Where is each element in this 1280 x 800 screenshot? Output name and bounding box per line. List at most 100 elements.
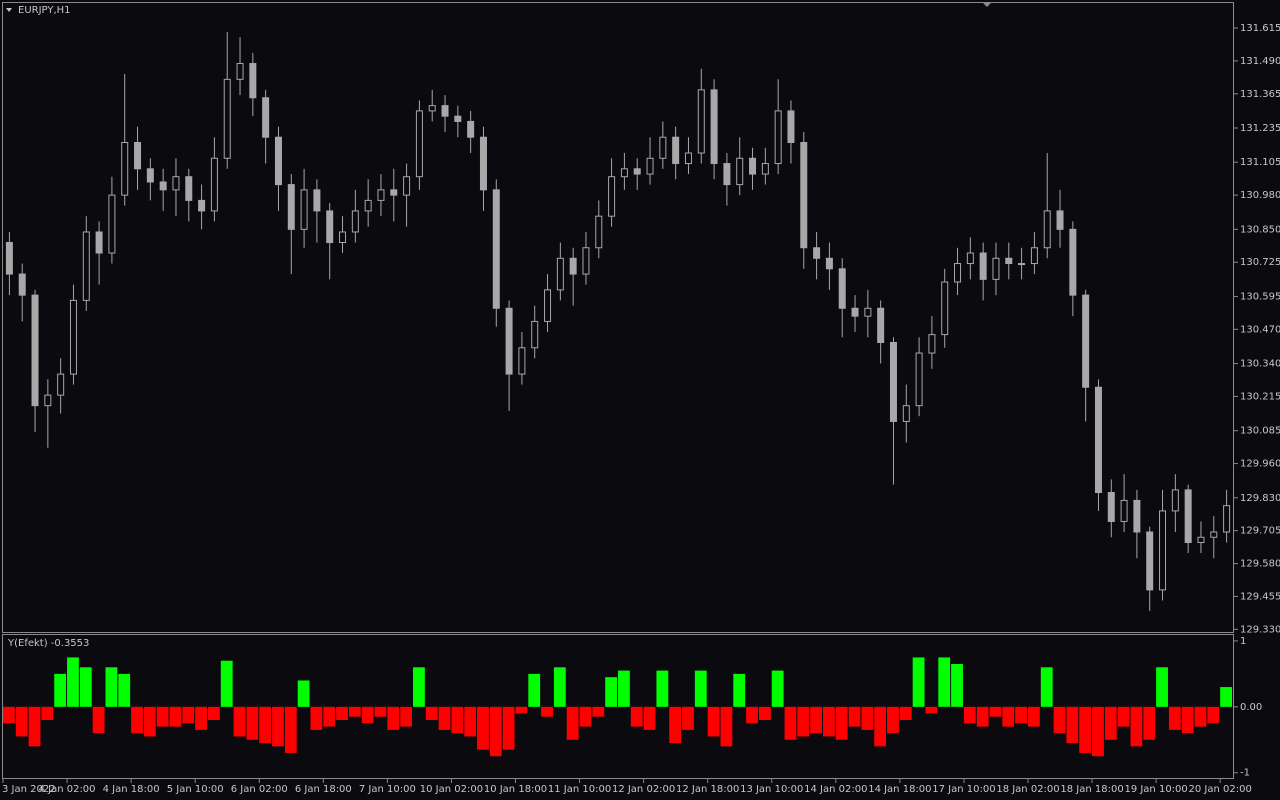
- histogram-bar: [925, 706, 938, 714]
- histogram-bar: [938, 657, 951, 707]
- histogram-bar: [528, 673, 541, 707]
- candle-body: [877, 307, 885, 344]
- histogram-bar: [297, 680, 310, 707]
- y-tick-label: 130.340: [1240, 359, 1280, 370]
- candle-body: [684, 152, 692, 165]
- candle-body: [57, 373, 65, 396]
- candle-body: [287, 184, 295, 230]
- candle-body: [813, 247, 821, 259]
- candle-body: [1184, 489, 1192, 544]
- histogram-bar: [1079, 706, 1092, 753]
- indicator-panel: [2, 634, 1234, 779]
- histogram-bar: [887, 706, 899, 734]
- histogram-bar: [515, 706, 528, 714]
- candle-body: [659, 136, 667, 159]
- candle-body: [723, 163, 731, 186]
- candle-body: [82, 231, 90, 301]
- y-tick-label: 129.580: [1240, 559, 1280, 570]
- histogram-bar: [413, 667, 425, 707]
- candle-body: [992, 257, 1000, 280]
- candle-body: [518, 347, 526, 375]
- histogram-bar: [605, 677, 617, 707]
- histogram-bar: [848, 706, 861, 727]
- histogram-bar: [643, 706, 656, 730]
- y-tick-label: 131.615: [1240, 23, 1280, 34]
- histogram-bar: [131, 706, 143, 734]
- candle-body: [415, 110, 423, 178]
- candle-body: [672, 136, 680, 165]
- candle-body: [351, 210, 359, 233]
- histogram-bar: [143, 706, 156, 737]
- x-tick-label: 11 Jan 10:00: [548, 784, 611, 795]
- x-tick-label: 13 Jan 10:00: [740, 784, 803, 795]
- candle-body: [582, 247, 590, 275]
- histogram-bar: [707, 706, 720, 737]
- histogram-bar: [182, 706, 195, 724]
- y-tick-label: 130.850: [1240, 224, 1280, 235]
- histogram-bar: [92, 706, 105, 734]
- candle-body: [5, 241, 13, 275]
- candle-body: [108, 194, 116, 254]
- candle-body: [492, 189, 500, 309]
- histogram-bar: [810, 706, 822, 734]
- histogram-bar: [169, 706, 182, 727]
- histogram-bar: [272, 706, 284, 747]
- histogram-bar: [195, 706, 207, 730]
- x-tick-label: 6 Jan 02:00: [231, 784, 288, 795]
- x-tick-label: 4 Jan 02:00: [39, 784, 96, 795]
- histogram-bar: [259, 706, 272, 744]
- histogram-bar: [1220, 687, 1232, 707]
- candle-body: [1120, 499, 1128, 522]
- histogram-bar: [310, 706, 323, 730]
- candle-body: [313, 189, 321, 212]
- candle-body: [749, 157, 757, 175]
- histogram-bar: [3, 706, 15, 724]
- histogram-bar: [656, 670, 669, 707]
- histogram-bar: [15, 706, 28, 737]
- histogram-bar: [541, 706, 553, 717]
- candle-body: [1197, 536, 1205, 544]
- y-tick-label: 131.490: [1240, 56, 1280, 67]
- y-tick-label: 0.00: [1240, 702, 1262, 713]
- candle-body: [966, 252, 974, 265]
- x-tick-label: 14 Jan 02:00: [804, 784, 867, 795]
- y-tick-label: 129.330: [1240, 624, 1280, 635]
- histogram-bar: [246, 706, 259, 740]
- histogram-bar: [438, 706, 451, 730]
- histogram-bar: [874, 706, 887, 747]
- x-tick-label: 19 Jan 10:00: [1124, 784, 1187, 795]
- candle-body: [428, 105, 436, 112]
- candle-body: [1223, 505, 1231, 533]
- histogram-bar: [502, 706, 515, 750]
- histogram-bar: [1156, 667, 1168, 707]
- histogram-bar: [1028, 706, 1040, 727]
- histogram-bar: [1066, 706, 1079, 744]
- histogram-bar: [1015, 706, 1027, 724]
- histogram-bar: [989, 706, 1002, 717]
- candle-body: [223, 78, 231, 159]
- menu-arrow[interactable]: [6, 8, 12, 12]
- y-tick-label: 129.455: [1240, 591, 1280, 602]
- candle-body: [44, 394, 52, 407]
- histogram-bar: [284, 706, 297, 753]
- x-tick-label: 3 Jan 2022: [2, 784, 56, 795]
- histogram-bar: [592, 706, 605, 717]
- candle-body: [864, 307, 872, 317]
- y-tick-label: 131.235: [1240, 123, 1280, 134]
- candle-body: [377, 189, 385, 201]
- candle-body: [300, 189, 308, 230]
- candle-body: [1030, 247, 1038, 265]
- histogram-bar: [669, 706, 682, 744]
- candle-body: [454, 115, 462, 122]
- candle-body: [710, 89, 718, 165]
- histogram-bar: [374, 706, 387, 717]
- y-tick-label: 130.980: [1240, 190, 1280, 201]
- histogram-bar: [1104, 706, 1117, 740]
- candle-body: [1056, 210, 1064, 230]
- histogram-bar: [28, 706, 41, 747]
- candle-body: [954, 263, 962, 283]
- candle-body: [941, 281, 949, 336]
- candle-body: [467, 120, 475, 138]
- histogram-bar: [477, 706, 489, 750]
